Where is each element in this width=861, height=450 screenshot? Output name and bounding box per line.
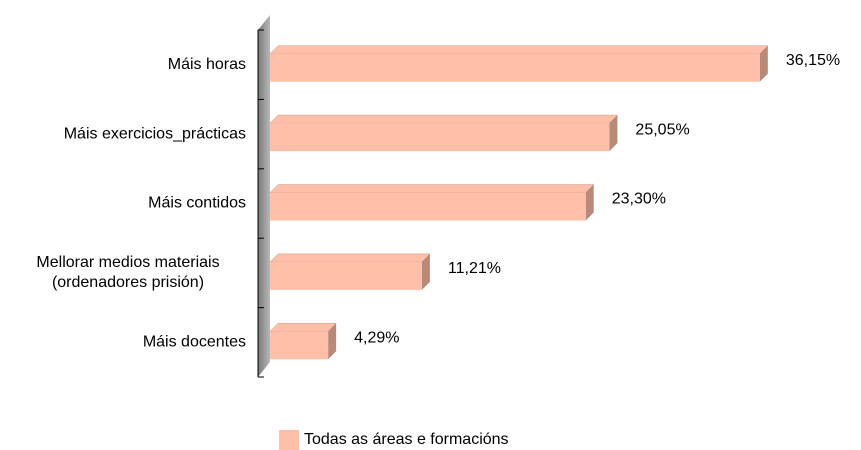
bar-top <box>269 184 595 193</box>
legend-label: Todas as áreas e formacións <box>304 431 509 448</box>
value-label: 4,29% <box>354 330 399 347</box>
y-tick-label: Mellorar medios materiais (ordenadores pr… <box>36 254 219 291</box>
label-line: (ordenadores prisión) <box>52 274 204 291</box>
bar-side <box>328 323 337 360</box>
bar-front <box>270 192 586 221</box>
legend-swatch <box>279 430 299 450</box>
bar-front <box>270 53 760 82</box>
bar-top <box>269 114 619 124</box>
bar-top <box>269 253 431 263</box>
y-tick-label: Máis exercicios_prácticas <box>64 125 246 142</box>
y-tick-label: Máis contidos <box>148 195 246 212</box>
y-tick-label: Máis horas <box>168 56 246 73</box>
bar <box>269 114 619 152</box>
bar-side <box>421 253 430 290</box>
bar-front <box>270 331 329 360</box>
value-label: 11,21% <box>448 260 501 277</box>
bar-top <box>269 323 337 332</box>
value-label: 25,05% <box>635 121 689 138</box>
value-label: 23,30% <box>612 191 666 208</box>
bar-top <box>269 45 769 54</box>
bar-front <box>270 261 422 290</box>
bar <box>269 323 337 360</box>
bar <box>269 253 431 290</box>
axis-wall <box>258 15 270 377</box>
label-line: Mellorar medios materiais <box>36 254 219 271</box>
bar-side <box>585 184 594 221</box>
bar <box>269 184 595 221</box>
value-label: 36,15% <box>786 52 840 69</box>
bar-front <box>270 123 610 152</box>
bar <box>269 45 769 82</box>
bar-side <box>609 115 618 152</box>
y-tick-label: Máis docentes <box>143 334 246 351</box>
bar-side <box>759 45 768 82</box>
